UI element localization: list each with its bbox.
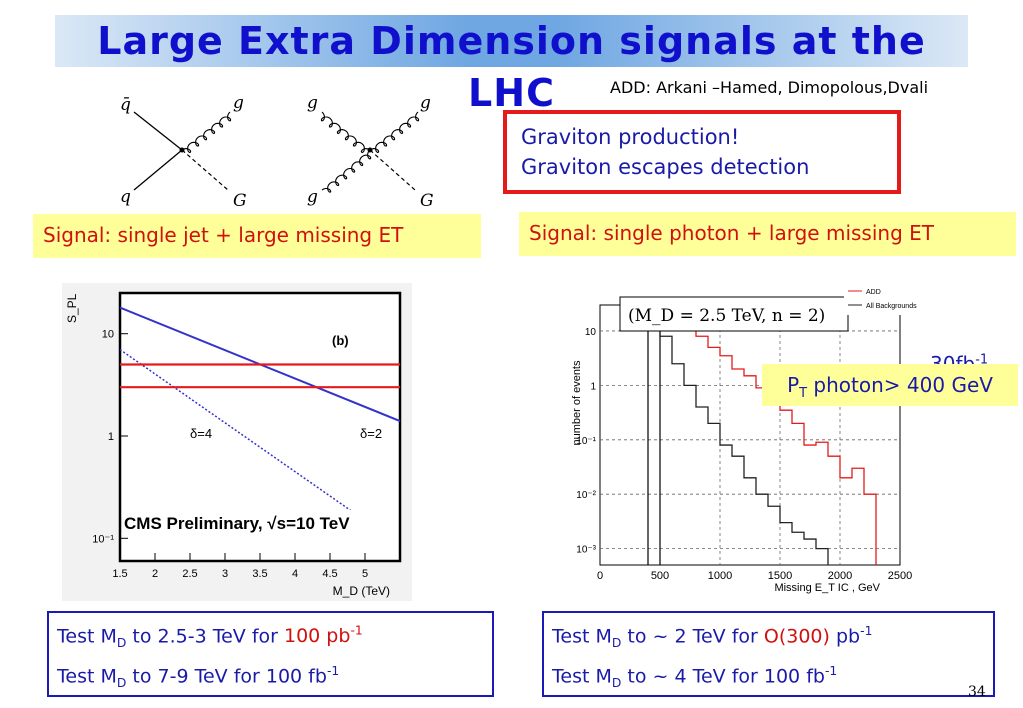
x-tick-label: 1500 [768, 570, 792, 582]
superscript: -1 [860, 624, 873, 638]
highlight: 100 pb-1 [284, 624, 363, 648]
text: to ~ 4 TeV for 100 fb [621, 665, 825, 688]
slide-title: Large Extra Dimension signals at the LHC [55, 15, 968, 115]
cms-label: CMS Preliminary, √s=10 TeV [124, 514, 350, 533]
label-g: g [233, 93, 244, 113]
x-tick-label: 3 [222, 568, 228, 580]
y-tick-label: 10 [585, 327, 597, 338]
test-line: Test MD to 2.5-3 TeV for 100 pb-1 [57, 617, 484, 657]
x-tick-label: 500 [651, 570, 669, 582]
pt-cut-label: PT photon> 400 GeV [762, 364, 1018, 406]
x-tick-label: 5 [362, 568, 368, 580]
photon-missing-et-chart: 0 500 1000 1500 2000 2500 10 1 10⁻¹ 10⁻² 10⁻³ Missi… [571, 283, 917, 594]
text: pb [829, 625, 861, 648]
text: to ~ 2 TeV for [621, 625, 764, 648]
y-axis-label: S_PL [65, 293, 79, 323]
graviton-line-2: Graviton escapes detection [521, 155, 810, 179]
highlight-text: O(300) [763, 625, 830, 648]
label-g: g [420, 93, 431, 113]
test-line: Test MD to ~ 4 TeV for 100 fb-1 [552, 657, 985, 697]
luminosity-exp: -1 [975, 352, 989, 368]
delta4-label: δ=4 [190, 426, 212, 441]
y-tick-label: 10⁻¹ [576, 436, 596, 447]
label-g: g [307, 187, 318, 207]
x-tick-label: 2.5 [182, 568, 197, 580]
feynman-diagrams: q̄ g q G g g g G [120, 93, 434, 211]
x-axis-label: M_D (TeV) [333, 584, 390, 598]
text: Test M [552, 665, 612, 688]
jet-significance-chart: 1.5 2 2.5 3 3.5 4 4.5 5 10 1 10⁻¹ M_D (TeV) S_PL (b) δ… [62, 283, 412, 601]
y-tick-label: 1 [590, 381, 596, 392]
x-tick-label: 4 [292, 568, 298, 580]
cms-label-bg [122, 510, 398, 536]
y-tick-label: 1 [108, 431, 114, 443]
page-number: 34 [968, 684, 986, 700]
highlight-text: 100 pb [284, 625, 351, 648]
feynman-diagram-gg: g g g G [307, 93, 434, 211]
text: to 2.5-3 TeV for [126, 625, 284, 648]
superscript: -1 [326, 664, 340, 679]
legend-label-add: ADD [866, 289, 881, 296]
graviton-line-1: Graviton production! [521, 125, 740, 149]
subscript: D [611, 636, 622, 651]
y-tick-label: 10⁻¹ [92, 533, 114, 545]
subscript: D [611, 676, 622, 691]
superscript: -1 [824, 664, 838, 679]
x-tick-label: 3.5 [252, 568, 267, 580]
test-range-photon-box: Test MD to ~ 2 TeV for O(300) pb-1 Test … [542, 611, 995, 697]
text: Test M [57, 625, 117, 648]
annotation-text: (M_D = 2.5 TeV, n = 2) [628, 306, 825, 326]
feynman-diagram-qqbar: q̄ g q G [120, 93, 247, 211]
text: to 7-9 TeV for 100 fb [126, 665, 327, 688]
signal-jet-label: Signal: single jet + large missing ET [33, 214, 481, 258]
graviton-box: Graviton production! Graviton escapes de… [503, 110, 901, 194]
x-axis-label: Missing E_T IC , GeV [774, 582, 880, 594]
pt-cut-text: photon> 400 GeV [807, 373, 993, 397]
subscript: D [116, 676, 127, 691]
x-tick-label: 1.5 [112, 568, 127, 580]
x-tick-label: 1000 [708, 570, 732, 582]
test-line: Test MD to ~ 2 TeV for O(300) pb-1 [552, 617, 985, 657]
test-line: Test MD to 7-9 TeV for 100 fb-1 [57, 657, 484, 697]
delta2-label: δ=2 [360, 426, 382, 441]
pt-symbol: P [787, 373, 800, 397]
x-tick-label: 2500 [888, 570, 912, 582]
subscript: D [116, 636, 127, 651]
x-tick-label: 4.5 [322, 568, 337, 580]
text: Test M [57, 665, 117, 688]
y-tick-label: 10 [102, 329, 114, 341]
superscript: -1 [350, 624, 363, 638]
label-g: g [307, 93, 318, 113]
legend-box [844, 283, 912, 315]
credit-text: ADD: Arkani –Hamed, Dimopolous,Dvali [610, 78, 929, 97]
label-G: G [420, 191, 434, 211]
legend-label-background: All Backgrounds [866, 303, 917, 310]
x-tick-label: 2000 [828, 570, 852, 582]
x-tick-label: 0 [597, 570, 603, 582]
label-q: q [120, 187, 131, 207]
panel-label: (b) [332, 333, 349, 348]
plot-frame [599, 304, 901, 566]
pt-subscript: T [799, 386, 808, 401]
y-tick-label: 10⁻² [576, 490, 596, 501]
y-tick-label: 10⁻³ [576, 545, 596, 556]
series-line-1 [119, 348, 380, 531]
x-tick-label: 2 [152, 568, 158, 580]
text: Test M [552, 625, 612, 648]
label-G: G [233, 191, 247, 211]
test-range-jet-box: Test MD to 2.5-3 TeV for 100 pb-1 Test M… [47, 611, 494, 697]
signal-photon-label: Signal: single photon + large missing ET [519, 212, 1016, 256]
series-histogram-1 [648, 313, 829, 565]
label-q-bar: q̄ [120, 95, 131, 115]
y-axis-label: number of events [571, 360, 583, 445]
